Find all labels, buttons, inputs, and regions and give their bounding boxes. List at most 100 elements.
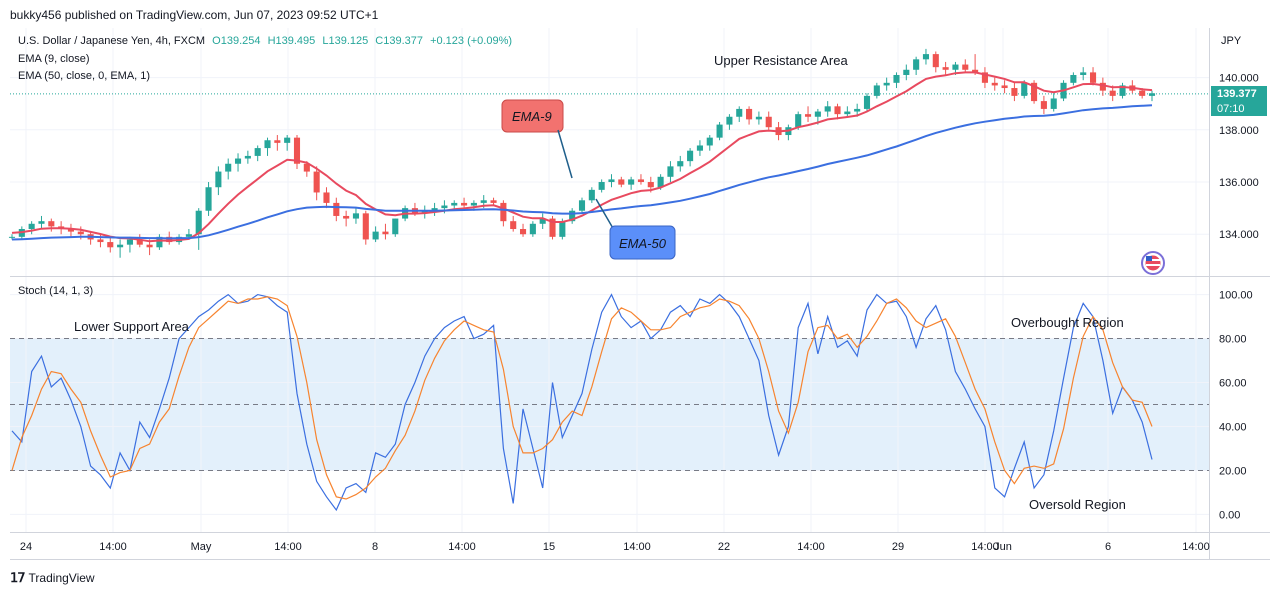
candle-body [97,239,104,243]
last-price-tag: 139.377 [1211,85,1267,102]
time-tick-label: 8 [372,541,378,553]
candle-body [352,213,360,219]
candle-body [234,158,242,164]
candle-body [1109,90,1116,96]
candle-body [981,72,988,83]
candle-body [480,200,487,203]
candle-body [736,108,743,117]
price-tick-label: 140.000 [1219,73,1259,85]
candle-body [264,140,271,149]
stoch-lines [11,293,1153,512]
time-tick-label: 14:00 [99,541,127,553]
candle-body [166,236,173,243]
ema9-callout: EMA-9 [501,99,573,179]
candle-body [107,242,114,248]
time-tick-label: 14:00 [1182,541,1210,553]
candle-body [529,223,536,235]
candle-body [667,166,674,177]
candle-body [706,137,713,146]
time-tick-label: 14:00 [623,541,651,553]
time-tick-label: Jun [994,541,1012,553]
time-tick-label: 14:00 [274,541,302,553]
ema9-legend[interactable]: EMA (9, close) [18,53,90,65]
ema9-callout-text: EMA-9 [512,109,552,124]
top-bar: bukky456 published on TradingView.com, J… [0,0,1280,28]
candle-body [932,54,939,68]
candle-body [549,218,556,237]
candle-body [441,205,448,209]
time-tick-label: 15 [543,541,555,553]
candle-body [883,82,890,86]
candle-body [913,59,920,70]
candle-body [284,137,291,143]
candle-body [1080,72,1087,75]
stoch-levels [10,338,1209,471]
candle-body [1001,85,1008,89]
candle-body [628,179,635,185]
candle-body [8,236,16,238]
candle-body [922,54,930,60]
lower-support-label: Lower Support Area [74,319,190,334]
candle-body [431,208,438,211]
candle-body [1021,82,1028,96]
symbol-line: U.S. Dollar / Japanese Yen, 4h, FXCM [18,35,206,47]
candle-body [942,67,949,70]
candle-body [195,210,202,235]
candle-body [657,176,664,188]
price-tick-label: 134.000 [1219,229,1259,241]
candle-body [873,85,880,96]
candle-body [28,223,35,230]
candle-body [647,182,654,188]
candle-body [67,229,75,232]
stoch-legend[interactable]: Stoch (14, 1, 3) [18,285,94,297]
tradingview-logo[interactable]: 𝟣𝟩 TradingView [10,570,95,586]
ema50-legend[interactable]: EMA (50, close, 0, EMA, 1) [18,70,151,82]
candle-body [490,200,497,203]
candle-body [461,202,468,206]
ema50-callout-box [609,225,676,260]
candle-body [274,140,281,143]
candle-body [844,111,851,115]
candle-body [117,244,124,248]
candle-body [559,221,566,237]
candle-body [500,202,507,222]
price-axis[interactable]: 134.000 136.000 138.000 140.000 [1219,73,1259,242]
time-tick-label: 24 [20,541,32,553]
oversold-label: Oversold Region [1029,497,1126,512]
candle-body [608,179,615,183]
candle-body [952,64,959,70]
time-tick-label: 14:00 [797,541,825,553]
candle-body [746,108,753,120]
candle-body [38,221,45,224]
ema50-callout-text: EMA-50 [619,236,667,251]
candle-body [303,163,310,172]
candle-body [470,202,477,206]
stoch-axis[interactable]: 0.00 20.00 40.00 60.00 80.00 100.00 [1219,290,1253,522]
price-tick-label: 138.000 [1219,125,1259,137]
candle-body [372,231,379,240]
candle-body [824,106,831,112]
candle-body [323,192,330,203]
ohlc-open: O139.254 [212,35,261,47]
currency-label: JPY [1221,35,1242,47]
candle-body [893,74,900,83]
ema9-callout-pointer [557,129,573,179]
symbol-legend[interactable]: U.S. Dollar / Japanese Yen, 4h, FXCM O13… [18,35,512,47]
tradingview-logo-icon: 𝟣𝟩 [10,570,26,585]
time-axis[interactable]: 24 14:00 May 14:00 8 14:00 15 14:00 22 14:00 29 14:… [20,541,1210,553]
ema50-line [11,104,1153,241]
candle-body [519,229,527,235]
flag-icon[interactable] [1141,251,1165,275]
candle-body [834,106,841,115]
ema9-callout-box [501,99,564,133]
candle-body [1148,93,1156,96]
candle-body [1139,90,1146,96]
candle-body [637,179,645,183]
candle-body [510,221,517,230]
stoch-tick-label: 40.00 [1219,421,1247,433]
candle-body [48,221,55,227]
time-tick-label: 14:00 [971,541,999,553]
candle-body [382,231,389,235]
ema9-line [11,71,1153,243]
